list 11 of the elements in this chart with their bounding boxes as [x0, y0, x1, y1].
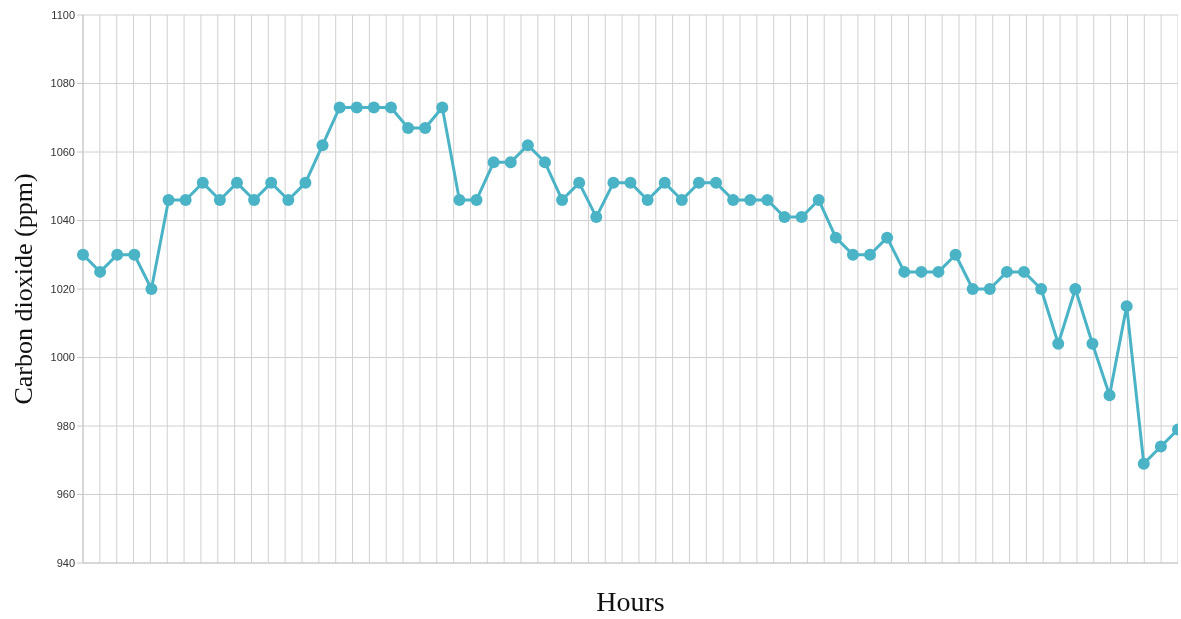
y-tick-label: 1060: [50, 145, 75, 158]
y-tick-label: 1040: [50, 214, 75, 227]
y-axis-title: Carbon dioxide (ppm): [9, 173, 38, 405]
y-tick-label: 940: [56, 556, 75, 569]
y-tick-label: 1020: [50, 282, 75, 295]
x-axis-title: Hours: [596, 586, 665, 617]
y-tick-label: 1000: [50, 351, 75, 364]
y-tick-label: 1100: [51, 8, 75, 21]
y-tick-label: 980: [56, 419, 75, 432]
y-tick-label: 1080: [50, 77, 75, 90]
y-tick-label: 960: [56, 488, 75, 501]
